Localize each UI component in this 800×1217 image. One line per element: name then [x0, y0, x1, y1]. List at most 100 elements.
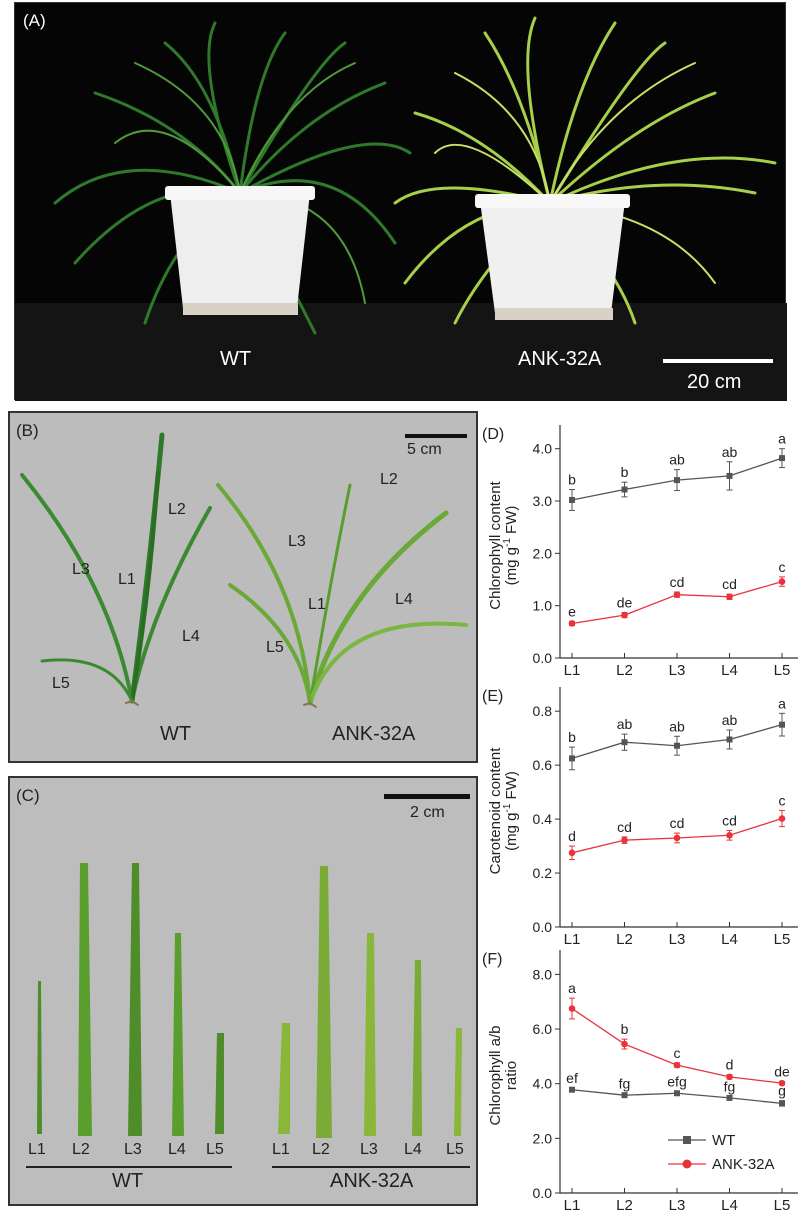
x-tick-label: L3 — [669, 662, 686, 679]
data-point — [621, 1040, 628, 1048]
data-point — [621, 611, 628, 619]
blades-photo — [26, 863, 470, 1168]
wt-leaf-group — [20, 432, 212, 706]
data-point — [621, 1092, 628, 1099]
wt-leaf-l3: L3 — [72, 561, 90, 578]
significance-letter: c — [674, 1045, 681, 1061]
legend-label: ANK-32A — [712, 1156, 775, 1173]
mutant-blade-l4: L4 — [404, 1141, 422, 1158]
panel-a-mutant-label: ANK-32A — [518, 348, 602, 370]
panel-c-blades: (C) 2 cm L1 L2 L3 L4 L5 WT L1 L2 L3 L4 L… — [8, 776, 478, 1206]
panel-c-scale-label: 2 cm — [410, 804, 445, 821]
data-point — [621, 486, 628, 493]
legend-marker — [682, 1159, 692, 1169]
mutant-pot — [480, 201, 625, 313]
y-tick-label: 0.0 — [533, 650, 553, 666]
panel-b-wt-label: WT — [160, 723, 192, 745]
data-point — [726, 736, 733, 743]
mutant-blade-l3: L3 — [360, 1141, 378, 1158]
mutant-leaf-l1: L1 — [308, 596, 326, 613]
series-mutant: a b c d de — [568, 980, 790, 1087]
data-point — [568, 1005, 576, 1012]
x-tick-label: L2 — [616, 1197, 633, 1213]
data-point — [674, 477, 680, 484]
mutant-leaf-l4: L4 — [395, 591, 413, 608]
wt-leaf-l5: L5 — [52, 675, 70, 692]
panel-b-mutant-label: ANK-32A — [332, 723, 416, 745]
significance-letter: e — [568, 603, 576, 619]
panel-c-mutant-label: ANK-32A — [330, 1170, 414, 1192]
wt-plant — [53, 21, 412, 335]
y-tick-label: 6.0 — [533, 1021, 553, 1037]
significance-letter: fg — [619, 1076, 631, 1092]
panel-b-tag: (B) — [16, 421, 39, 440]
wt-blade-l2: L2 — [72, 1141, 90, 1158]
y-tick-label: 0.0 — [533, 1185, 553, 1201]
data-point — [726, 472, 733, 479]
wt-pot — [170, 193, 310, 308]
data-point — [673, 1061, 681, 1069]
panel-b-scale-label: 5 cm — [407, 441, 442, 458]
x-tick-label: L3 — [669, 1197, 686, 1213]
series-wt: b ab ab ab a — [568, 695, 786, 771]
significance-letter: c — [779, 559, 786, 575]
significance-letter: cd — [722, 812, 737, 828]
x-tick-label: L5 — [774, 931, 791, 948]
y-tick-label: 2.0 — [533, 545, 553, 561]
data-point — [726, 593, 733, 601]
data-point — [621, 836, 628, 844]
panel-a-photo: (A) WT ANK-32A 20 cm — [14, 2, 787, 401]
significance-letter: ab — [617, 716, 633, 732]
x-tick-label: L4 — [721, 662, 738, 679]
y-tick-label: 0.4 — [533, 811, 553, 827]
significance-letter: cd — [670, 815, 685, 831]
series-mutant: e de cd cd c — [568, 559, 786, 627]
wt-leaf-l2: L2 — [168, 501, 186, 518]
data-point — [621, 739, 628, 746]
panel-b-leaves: (B) 5 cm L1 L2 L3 L4 L5 WT L1 L2 L3 L4 L… — [8, 411, 478, 763]
significance-letter: a — [568, 980, 576, 996]
wt-leaf-l1: L1 — [118, 571, 136, 588]
mutant-leaf-l2: L2 — [380, 471, 398, 488]
y-tick-label: 3.0 — [533, 493, 553, 509]
significance-letter: fg — [724, 1078, 736, 1094]
significance-letter: b — [568, 729, 576, 745]
x-tick-label: L1 — [564, 662, 581, 679]
significance-letter: d — [726, 1057, 734, 1073]
data-point — [674, 742, 680, 749]
chart-legend: WT ANK-32A — [668, 1132, 775, 1173]
mutant-blade-l2: L2 — [312, 1141, 330, 1158]
x-tick-label: L3 — [669, 931, 686, 948]
y-tick-label: 0.8 — [533, 703, 553, 719]
significance-letter: a — [778, 431, 786, 447]
plant-photo — [15, 16, 787, 401]
significance-letter: ab — [722, 712, 738, 728]
chart-tag: (D) — [482, 426, 504, 443]
series-mutant: d cd cd cd c — [568, 792, 786, 861]
significance-letter: a — [778, 695, 786, 711]
y-tick-label: 8.0 — [533, 966, 553, 982]
black-cloth — [15, 303, 787, 401]
panel-c-wt-label: WT — [112, 1170, 144, 1192]
significance-letter: b — [568, 472, 576, 488]
mutant-blade-l5: L5 — [446, 1141, 464, 1158]
data-point — [568, 849, 576, 857]
mutant-leaf-l5: L5 — [266, 639, 284, 656]
wt-blade-l4: L4 — [168, 1141, 186, 1158]
series-wt: ef fg efg fg g — [566, 1070, 786, 1107]
significance-letter: ab — [669, 718, 685, 734]
panel-a-tag: (A) — [23, 11, 46, 30]
wt-blade-l3: L3 — [124, 1141, 142, 1158]
significance-letter: c — [779, 792, 786, 808]
significance-letter: b — [621, 464, 629, 480]
data-point — [673, 834, 681, 842]
panel-c-tag: (C) — [16, 786, 40, 805]
significance-letter: cd — [670, 574, 685, 590]
y-axis-label: Chlorophyll a/bratio — [487, 1025, 520, 1125]
significance-letter: ef — [566, 1070, 578, 1086]
x-tick-label: L5 — [774, 1197, 791, 1213]
panel-b-scale-bar — [405, 434, 467, 438]
y-tick-label: 4.0 — [533, 1076, 553, 1092]
data-point — [569, 755, 575, 762]
y-axis-label: Carotenoid content(mg g-1 FW) — [487, 747, 520, 875]
